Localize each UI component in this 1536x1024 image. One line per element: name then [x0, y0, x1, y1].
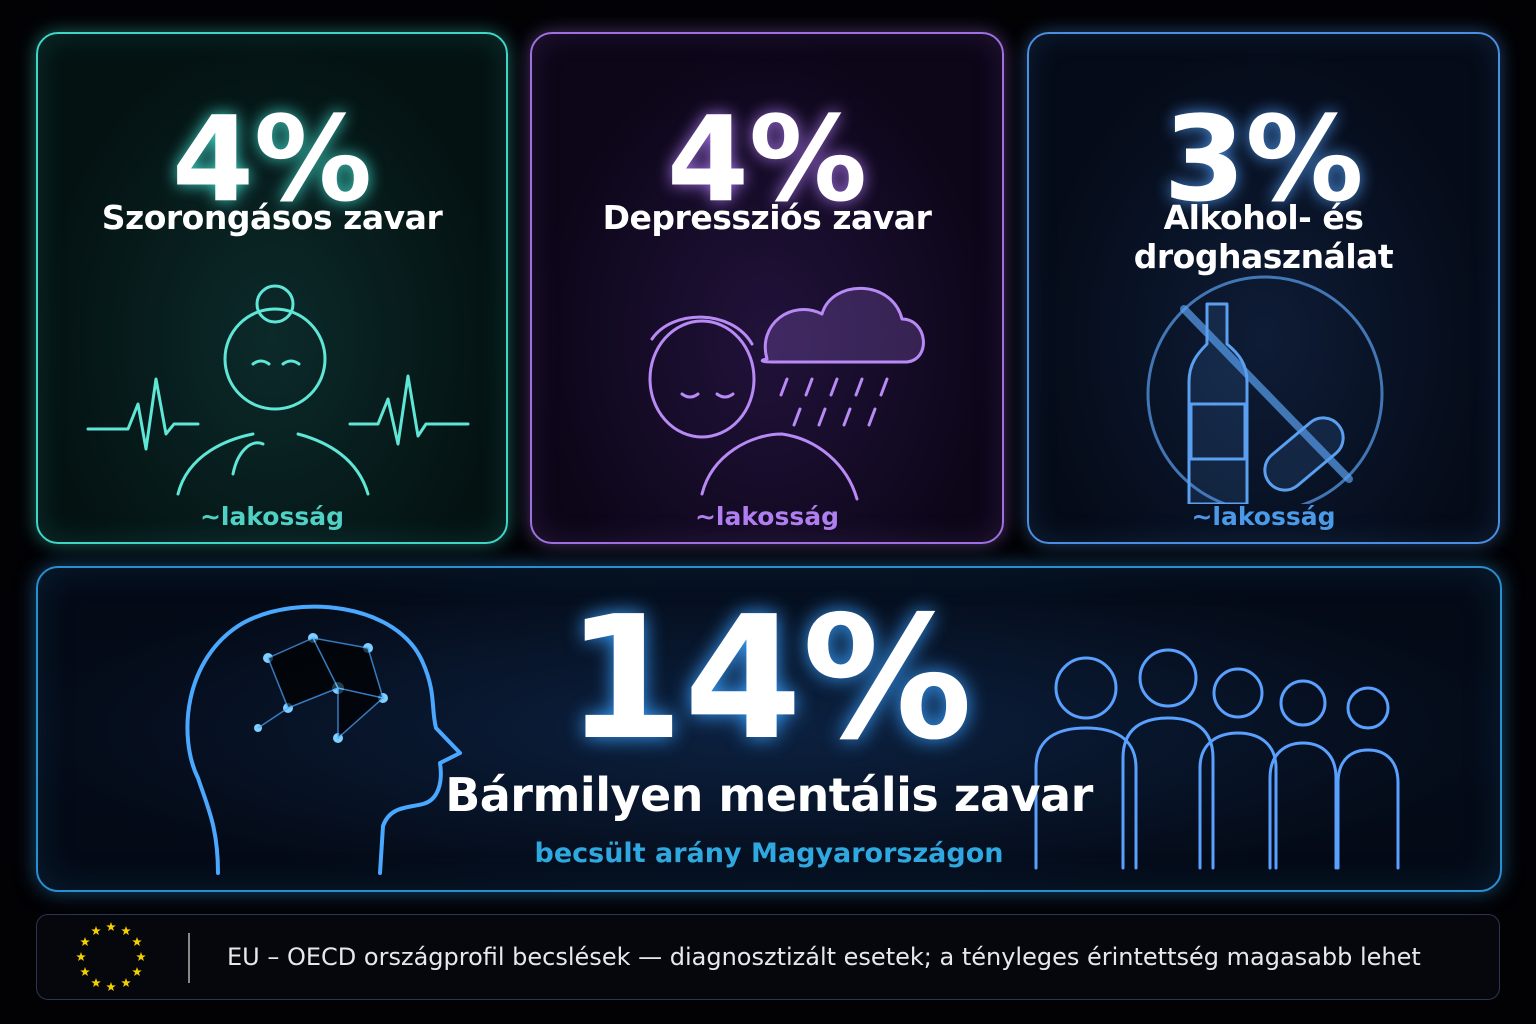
summary-decoration: [185, 604, 1400, 875]
eu-star: [91, 978, 101, 987]
eu-star: [80, 967, 90, 976]
summary-value: 14%: [565, 580, 973, 778]
card-label: Szorongásos zavar: [101, 198, 443, 237]
card-value: 4%: [666, 90, 868, 228]
substance-card: 3% Alkohol- és droghasználat ~lakosság: [1027, 32, 1500, 544]
eu-star: [121, 926, 131, 936]
eu-star: [132, 967, 142, 976]
summary-card: 14% Bármilyen mentális zavar becsült ará…: [36, 566, 1502, 892]
summary-note: becsült arány Magyarországon: [534, 838, 1004, 869]
anxiety-card: 4% Szorongásos zavar ~lakosság: [36, 32, 508, 544]
depression-card: 4% Depressziós zavar ~lakosság: [530, 32, 1004, 544]
eu-star: [106, 982, 116, 991]
card-value: 4%: [171, 90, 373, 228]
eu-star: [106, 922, 116, 931]
eu-star: [132, 937, 142, 946]
eu-star: [136, 952, 146, 961]
eu-star: [80, 937, 90, 946]
eu-star: [91, 926, 101, 936]
depression-icon: [648, 286, 925, 501]
summary-label: Bármilyen mentális zavar: [445, 768, 1093, 822]
anxiety-icon: [86, 284, 470, 496]
card-note: ~lakosság: [199, 502, 345, 531]
card-label: Alkohol- és droghasználat: [1133, 198, 1394, 276]
eu-star: [121, 978, 131, 987]
eu-flag: [76, 922, 190, 991]
card-label: Depressziós zavar: [602, 198, 932, 237]
substance-icon: [1146, 275, 1384, 504]
footer-text: EU – OECD országprofil becslések — diagn…: [227, 943, 1421, 971]
card-note: ~lakosság: [1191, 502, 1336, 531]
footer: EU – OECD országprofil becslések — diagn…: [36, 914, 1500, 1000]
card-note: ~lakosság: [694, 502, 840, 531]
eu-star: [76, 952, 86, 961]
card-value: 3%: [1163, 90, 1364, 228]
